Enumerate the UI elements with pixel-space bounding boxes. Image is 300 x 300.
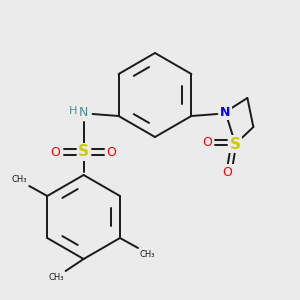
Text: S: S [230, 136, 241, 152]
Text: O: O [51, 146, 61, 158]
Text: O: O [222, 166, 232, 178]
Text: O: O [107, 146, 117, 158]
Text: H: H [68, 106, 77, 116]
Text: CH₃: CH₃ [12, 175, 27, 184]
Text: CH₃: CH₃ [140, 250, 155, 259]
Text: O: O [202, 136, 212, 148]
Text: S: S [78, 145, 89, 160]
Text: N: N [79, 106, 88, 118]
Text: N: N [220, 106, 231, 118]
Text: CH₃: CH₃ [48, 273, 64, 282]
